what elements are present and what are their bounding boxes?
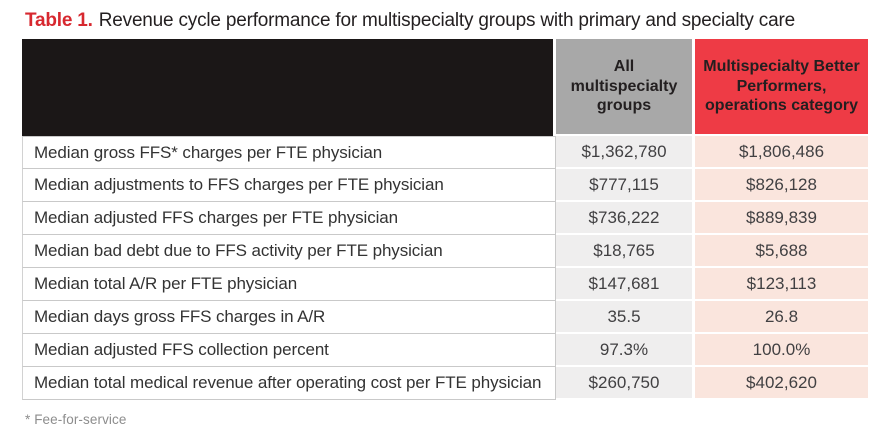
value-all-groups: $260,750 bbox=[556, 367, 695, 400]
table-figure: Table 1. Revenue cycle performance for mu… bbox=[22, 10, 894, 427]
value-all-groups: $1,362,780 bbox=[556, 136, 695, 169]
value-all-groups: $18,765 bbox=[556, 235, 695, 268]
value-better-performers: $123,113 bbox=[695, 268, 868, 301]
value-better-performers: $5,688 bbox=[695, 235, 868, 268]
header-cell-all-multispecialty-groups: All multispecialty groups bbox=[556, 39, 695, 136]
table-title-text: Revenue cycle performance for multispeci… bbox=[98, 10, 795, 31]
row-label: Median gross FFS* charges per FTE physic… bbox=[22, 136, 556, 169]
table-row: Median adjusted FFS charges per FTE phys… bbox=[22, 202, 868, 235]
header-cell-metric bbox=[22, 39, 556, 136]
value-better-performers: $889,839 bbox=[695, 202, 868, 235]
value-all-groups: 35.5 bbox=[556, 301, 695, 334]
row-label: Median total medical revenue after opera… bbox=[22, 367, 556, 400]
table-row: Median gross FFS* charges per FTE physic… bbox=[22, 136, 868, 169]
row-label: Median adjusted FFS collection percent bbox=[22, 334, 556, 367]
table-row: Median days gross FFS charges in A/R 35.… bbox=[22, 301, 868, 334]
value-better-performers: $402,620 bbox=[695, 367, 868, 400]
value-all-groups: $777,115 bbox=[556, 169, 695, 202]
table-row: Median adjustments to FFS charges per FT… bbox=[22, 169, 868, 202]
header-cell-better-performers: Multispecialty Better Performers, operat… bbox=[695, 39, 868, 136]
row-label: Median days gross FFS charges in A/R bbox=[22, 301, 556, 334]
table-title: Table 1. Revenue cycle performance for mu… bbox=[25, 10, 894, 32]
value-better-performers: $1,806,486 bbox=[695, 136, 868, 169]
row-label: Median bad debt due to FFS activity per … bbox=[22, 235, 556, 268]
value-better-performers: $826,128 bbox=[695, 169, 868, 202]
value-all-groups: $147,681 bbox=[556, 268, 695, 301]
row-label: Median total A/R per FTE physician bbox=[22, 268, 556, 301]
table-row: Median adjusted FFS collection percent 9… bbox=[22, 334, 868, 367]
revenue-cycle-table: All multispecialty groups Multispecialty… bbox=[22, 39, 868, 400]
value-all-groups: $736,222 bbox=[556, 202, 695, 235]
value-better-performers: 26.8 bbox=[695, 301, 868, 334]
row-label: Median adjustments to FFS charges per FT… bbox=[22, 169, 556, 202]
header-row: All multispecialty groups Multispecialty… bbox=[22, 39, 868, 136]
table-row: Median total A/R per FTE physician $147,… bbox=[22, 268, 868, 301]
value-better-performers: 100.0% bbox=[695, 334, 868, 367]
value-all-groups: 97.3% bbox=[556, 334, 695, 367]
row-label: Median adjusted FFS charges per FTE phys… bbox=[22, 202, 556, 235]
table-title-prefix: Table 1. bbox=[25, 10, 93, 31]
table-row: Median total medical revenue after opera… bbox=[22, 367, 868, 400]
footnote: * Fee-for-service bbox=[25, 412, 127, 427]
table-row: Median bad debt due to FFS activity per … bbox=[22, 235, 868, 268]
